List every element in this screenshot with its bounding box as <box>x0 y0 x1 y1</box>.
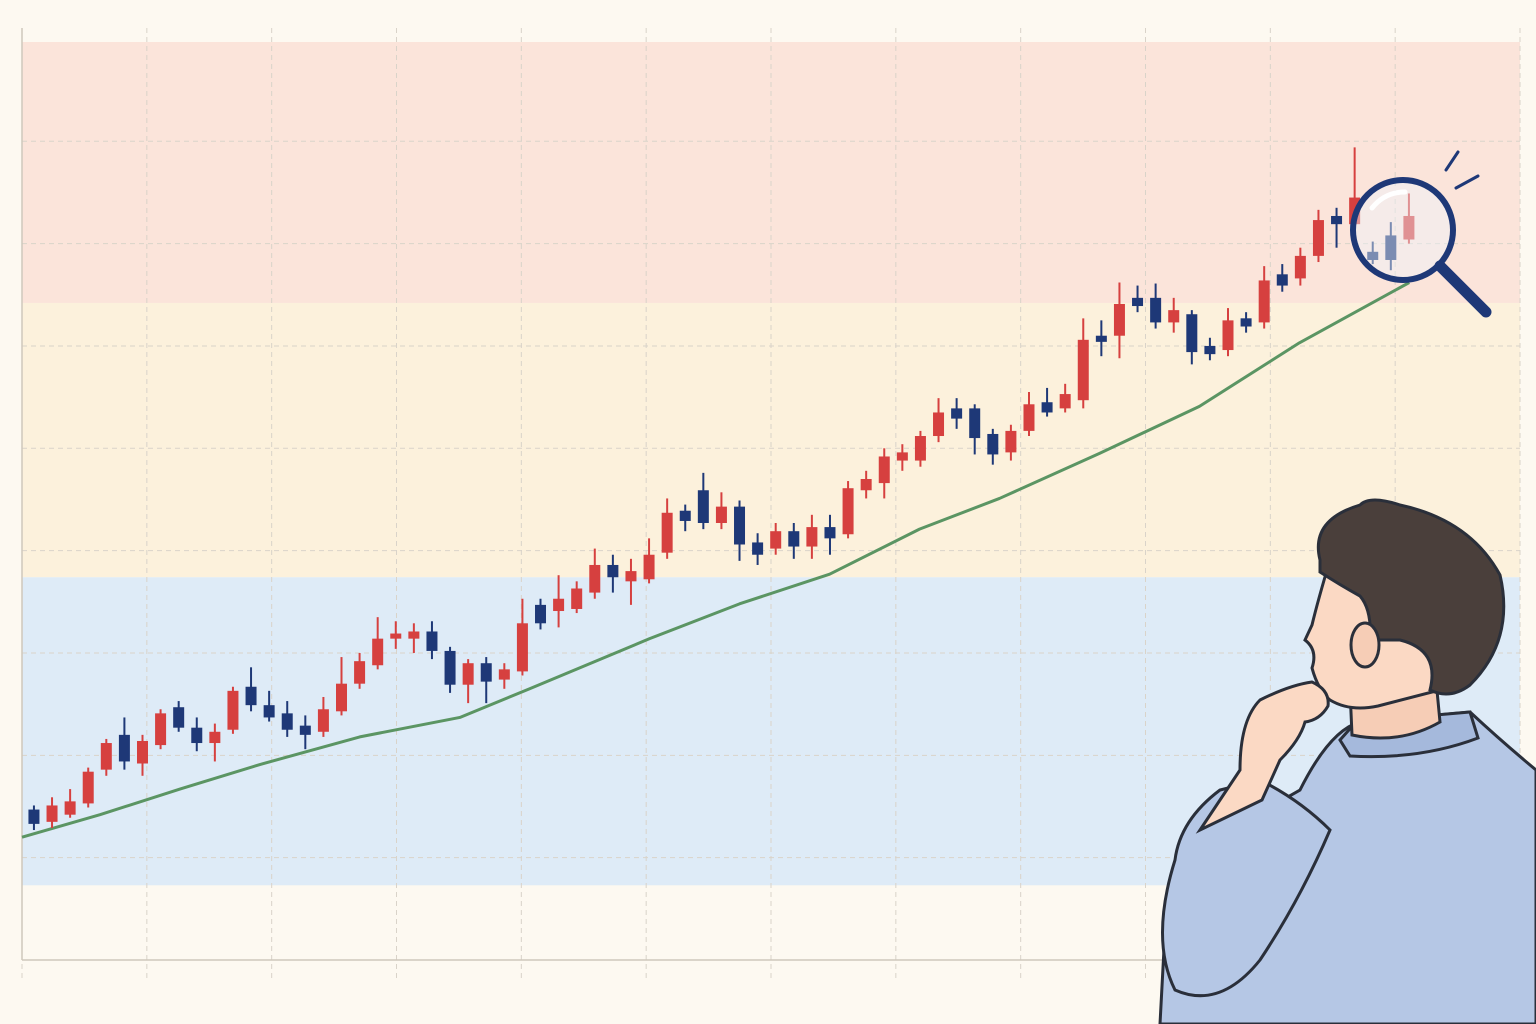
candle-body <box>1312 220 1324 256</box>
candle-body <box>697 490 709 524</box>
hair <box>1316 498 1506 696</box>
candle-body <box>245 686 257 706</box>
candle-body <box>896 452 908 461</box>
sleeve <box>1161 778 1332 998</box>
candle-body <box>354 661 366 684</box>
candle-body <box>336 683 348 712</box>
candle-body <box>1240 318 1252 327</box>
candle-body <box>860 478 872 491</box>
candle-body <box>1204 345 1216 355</box>
sparkle <box>1444 150 1460 172</box>
candle-body <box>136 740 148 764</box>
candle-body <box>1059 394 1071 409</box>
candle-body <box>806 527 818 547</box>
candle-body <box>100 743 112 770</box>
candle-body <box>1276 274 1288 286</box>
candle-body <box>1132 297 1144 307</box>
candle-body <box>227 690 239 730</box>
candle-body <box>462 663 474 685</box>
candle-body <box>1403 215 1415 240</box>
candle-body <box>390 633 402 639</box>
candle-body <box>752 542 764 555</box>
sparkle <box>1454 174 1480 190</box>
candle-body <box>1113 303 1125 336</box>
candle-body <box>571 588 583 609</box>
candle-body <box>1095 335 1107 342</box>
candle-body <box>1150 297 1162 323</box>
candle-body <box>1331 215 1343 225</box>
candle-body <box>299 725 311 735</box>
candle-body <box>914 436 926 461</box>
candle-body <box>1186 314 1198 353</box>
candle-body <box>408 631 420 639</box>
moving-average-line <box>21 281 1411 839</box>
candle-body <box>969 408 981 439</box>
candle-body <box>715 506 727 524</box>
candle-body <box>679 510 691 521</box>
plot-area <box>21 28 1521 980</box>
candle-body <box>444 650 456 685</box>
candle-body <box>480 663 492 682</box>
magnifier-handle <box>1434 260 1492 318</box>
candle-body <box>788 531 800 547</box>
candle-body <box>281 713 293 730</box>
ear <box>1349 621 1381 669</box>
hand <box>1195 680 1330 834</box>
candle-body <box>155 713 167 746</box>
candle-body <box>734 506 746 545</box>
candle-body <box>64 801 76 815</box>
candle-body <box>951 408 963 419</box>
candle-body <box>498 669 510 680</box>
candle-body <box>770 531 782 549</box>
candle-body <box>1168 310 1180 323</box>
candle-body <box>1294 255 1306 279</box>
candle-body <box>191 727 203 744</box>
candle-body <box>118 734 130 762</box>
candle-body <box>263 705 275 718</box>
candle-body <box>661 512 673 553</box>
candle-body <box>426 631 438 651</box>
candle-body <box>1385 235 1397 260</box>
candle-body <box>46 805 58 822</box>
candle-body <box>643 554 655 580</box>
candle-body <box>1222 320 1234 351</box>
candle-body <box>607 564 619 578</box>
illustration <box>1158 150 1536 1024</box>
candle-body <box>553 598 565 612</box>
candle-body <box>535 604 547 624</box>
candle-body <box>1258 280 1270 323</box>
candle-body <box>82 771 94 804</box>
candle-body <box>625 571 637 582</box>
candle-body <box>317 709 329 732</box>
candle-body <box>1367 251 1379 260</box>
candle-body <box>1023 404 1035 431</box>
candle-body <box>1005 430 1017 453</box>
candle-body <box>987 433 999 455</box>
candle-body <box>28 809 40 824</box>
candle-body <box>209 731 221 744</box>
candle-body <box>173 707 185 728</box>
candle-body <box>1077 339 1089 401</box>
candle-body <box>589 564 601 593</box>
candle-body <box>842 488 854 535</box>
candle-body <box>516 623 528 672</box>
candle-body <box>824 527 836 539</box>
candle-body <box>933 412 945 437</box>
candle-body <box>1041 402 1053 413</box>
candle-body <box>878 456 890 484</box>
lens-shine <box>1369 189 1408 211</box>
candle-body <box>372 638 384 666</box>
